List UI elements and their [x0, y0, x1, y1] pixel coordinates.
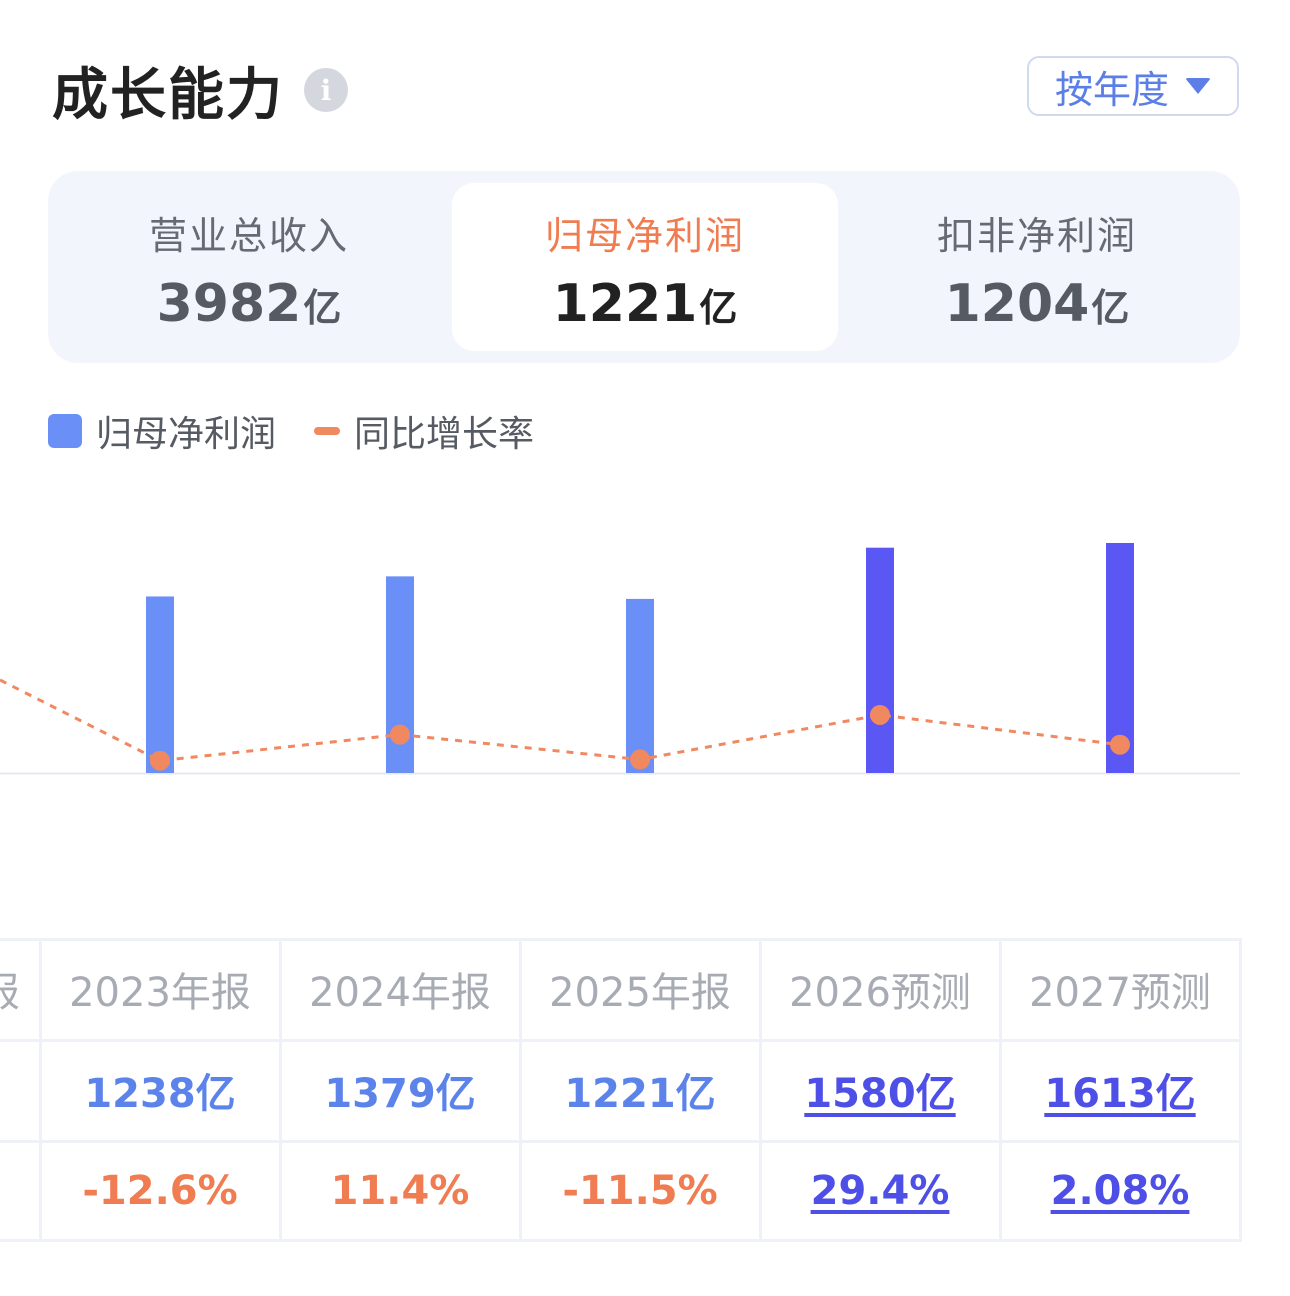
- table-col-divider: [1239, 938, 1242, 1242]
- table-growth-cell: -12.6%: [82, 1167, 238, 1214]
- table-row-divider: [0, 1039, 1242, 1042]
- table-value-cell: 1379亿: [324, 1070, 476, 1117]
- growth-point-2023年报: [150, 750, 170, 771]
- table-col-divider: [279, 938, 282, 1242]
- metric-value: 1221: [552, 274, 698, 334]
- table-header-cell: 2024年报: [309, 969, 491, 1016]
- growth-point-2024年报: [390, 724, 410, 745]
- legend-line-label: 同比增长率: [354, 414, 535, 455]
- table-row-divider: [0, 1239, 1242, 1242]
- section-title: 成长能力: [52, 62, 284, 128]
- metric-tab-revenue[interactable]: 营业总收入 3982亿: [56, 183, 442, 351]
- table-value-cell: 1221亿: [564, 1070, 716, 1117]
- table-col-divider: [519, 938, 522, 1242]
- title-row: 成长能力 i: [52, 50, 348, 130]
- table-value-cell: 1238亿: [84, 1070, 236, 1117]
- metric-unit: 亿: [1091, 286, 1130, 330]
- table-header-cell: 2027预测: [1029, 969, 1211, 1016]
- caret-down-icon: [1185, 78, 1211, 94]
- growth-point-2025年报: [630, 749, 650, 770]
- metric-label: 营业总收入: [148, 214, 349, 258]
- table-growth-cell: -11.5%: [562, 1167, 718, 1214]
- chart-legend: 归母净利润 同比增长率: [48, 405, 534, 457]
- metric-tab-deducted-profit[interactable]: 扣非净利润 1204亿: [844, 183, 1230, 351]
- bar-2027预测: [1106, 542, 1134, 773]
- table-row-divider: [0, 938, 1242, 941]
- growth-chart: [0, 542, 1240, 775]
- period-dropdown[interactable]: 按年度: [1027, 56, 1239, 116]
- metric-unit: 亿: [699, 286, 738, 330]
- growth-point-2026预测: [870, 704, 890, 725]
- metric-unit: 亿: [303, 286, 342, 330]
- metric-value-row: 1204亿: [844, 274, 1230, 334]
- metric-tab-net-profit[interactable]: 归母净利润 1221亿: [452, 183, 838, 351]
- metric-label: 归母净利润: [544, 214, 745, 258]
- bar-2025年报: [626, 598, 654, 773]
- growth-point-2027预测: [1110, 734, 1130, 755]
- table-value-cell[interactable]: 1580亿: [804, 1070, 956, 1117]
- info-icon[interactable]: i: [304, 68, 348, 112]
- bar-2026预测: [866, 547, 894, 773]
- table-col-divider: [759, 938, 762, 1242]
- metric-label: 扣非净利润: [936, 214, 1137, 258]
- table-row-divider: [0, 1140, 1242, 1143]
- legend-bar-swatch: [48, 414, 82, 448]
- table-growth-cell: 11.4%: [330, 1167, 470, 1214]
- metric-value: 1204: [944, 274, 1090, 334]
- table-header-cell: 2023年报: [69, 969, 251, 1016]
- table-col-divider: [999, 938, 1002, 1242]
- table-header-cell: 2026预测: [789, 969, 971, 1016]
- metric-value: 3982: [156, 274, 302, 334]
- table-col-divider: [39, 938, 42, 1242]
- bar-2023年报: [146, 596, 174, 773]
- data-table: 报 2023年报 2024年报 2025年报 2026预测 2027预测 1238亿 1379…: [0, 938, 1242, 1242]
- table-value-cell[interactable]: 1613亿: [1044, 1070, 1196, 1117]
- table-growth-cell[interactable]: 29.4%: [810, 1167, 950, 1214]
- period-label: 按年度: [1054, 67, 1169, 112]
- legend-line-swatch: [314, 427, 341, 435]
- metric-value-row: 1221亿: [452, 274, 838, 334]
- metric-value-row: 3982亿: [56, 274, 442, 334]
- metric-tabs: 营业总收入 3982亿 归母净利润 1221亿 扣非净利润 1204亿: [48, 171, 1240, 363]
- table-header-cell: 2025年报: [549, 969, 731, 1016]
- table-growth-cell[interactable]: 2.08%: [1050, 1167, 1190, 1214]
- table-header-partial: 报: [0, 938, 22, 1039]
- legend-bar-label: 归母净利润: [96, 414, 277, 455]
